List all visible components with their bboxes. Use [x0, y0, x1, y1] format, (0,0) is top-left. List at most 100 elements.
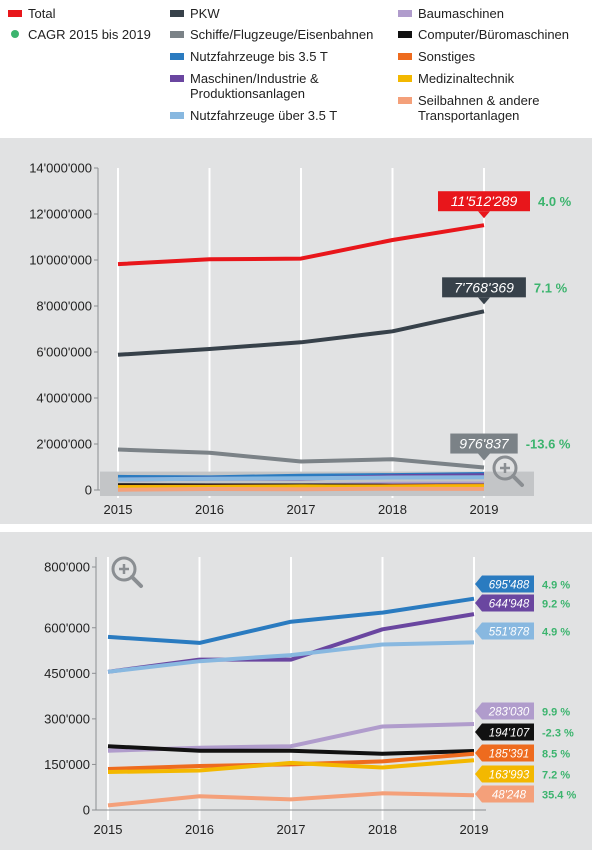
- cagr-label: 35.4 %: [542, 790, 576, 802]
- cagr-label: 4.0 %: [538, 194, 572, 209]
- y-tick-label: 0: [83, 803, 90, 818]
- legend-swatch: [398, 75, 412, 82]
- end-callout-total: 11'512'289 4.0 %: [438, 191, 572, 219]
- end-value-label: 283'030: [488, 707, 530, 719]
- end-value-label: 695'488: [489, 580, 530, 592]
- line-chart-overview: 0 2'000'000 4'000'000 6'000'000 8'000'000 10'…: [29, 161, 572, 518]
- tag-shape: [475, 723, 534, 741]
- tag-shape: [475, 744, 534, 762]
- legend-swatch: [170, 10, 184, 17]
- series-line-computer-b-romaschinen: [107, 744, 475, 756]
- x-tick-label: 2018: [378, 502, 407, 517]
- end-value-label: 551'878: [489, 627, 530, 639]
- tag-shape: [475, 702, 534, 720]
- magnifier-lens: [492, 455, 518, 481]
- end-value-label: 48'248: [492, 790, 527, 802]
- callout-box: [450, 433, 518, 454]
- cagr-label: -2.3 %: [542, 728, 574, 740]
- legend-swatch: [170, 112, 184, 119]
- y-tick-label: 150'000: [44, 757, 90, 772]
- legend-swatch: [170, 75, 184, 82]
- end-tag-nutzfahrzeuge-ber-3-5-t: 551'878 4.9 %: [475, 622, 570, 640]
- y-tick-label: 600'000: [44, 620, 90, 635]
- callout-pointer: [478, 297, 490, 305]
- zoom-in-icon: [492, 455, 524, 487]
- x-tick-label: 2016: [185, 822, 214, 837]
- y-tick-label: 8'000'000: [36, 299, 92, 314]
- cagr-label: 7.2 %: [542, 770, 570, 782]
- line-chart-detail: 0 150'000 300'000 450'000 600'000 800'000 2015…: [44, 556, 576, 837]
- y-tick-label: 10'000'000: [29, 253, 92, 268]
- legend-swatch: [398, 53, 412, 60]
- tag-shape: [475, 765, 534, 783]
- series-line-nutzfahrzeuge-ber-3-5-t: [117, 475, 485, 482]
- y-tick-label: 450'000: [44, 666, 90, 681]
- y-tick-label: 12'000'000: [29, 207, 92, 222]
- series-line-nutzfahrzeuge-bis-3-5-t: [107, 596, 475, 645]
- y-tick-label: 300'000: [44, 711, 90, 726]
- series-line-schiffe-flugzeuge-eisenbahnen: [117, 447, 485, 470]
- legend-swatch: [8, 10, 22, 17]
- tag-shape: [475, 785, 534, 803]
- magnifier-lens: [111, 556, 137, 582]
- y-tick-label: 4'000'000: [36, 391, 92, 406]
- y-tick-label: 14'000'000: [29, 161, 92, 176]
- x-tick-label: 2017: [277, 822, 306, 837]
- legend-swatch: [398, 31, 412, 38]
- y-tick-label: 2'000'000: [36, 437, 92, 452]
- end-tag-baumaschinen: 283'030 9.9 %: [475, 702, 570, 720]
- x-tick-label: 2017: [287, 502, 316, 517]
- end-tag-medizinaltechnik: 163'993 7.2 %: [475, 765, 570, 783]
- magnifier-handle: [511, 474, 524, 487]
- end-callout-schiffe-flugzeuge-eisenbahnen: 976'837 -13.6 %: [450, 433, 571, 461]
- x-tick-label: 2015: [104, 502, 133, 517]
- series-line-medizinaltechnik: [117, 484, 485, 490]
- cagr-label: 4.9 %: [542, 627, 570, 639]
- series-line-pkw: [117, 309, 485, 357]
- series-line-seilbahnen-andere-transportanlagen: [107, 791, 475, 808]
- y-tick-label: 0: [85, 483, 92, 498]
- end-tag-seilbahnen-andere-transportanlagen: 48'248 35.4 %: [475, 785, 576, 803]
- cagr-label: 9.9 %: [542, 707, 570, 719]
- x-tick-label: 2019: [470, 502, 499, 517]
- legend-swatch: [398, 97, 412, 104]
- callout-pointer: [478, 211, 490, 219]
- end-tag-sonstiges: 185'391 8.5 %: [475, 744, 570, 762]
- x-tick-label: 2019: [460, 822, 489, 837]
- end-value-label: 976'837: [459, 436, 510, 452]
- callout-pointer: [478, 453, 490, 461]
- chart-panel-detail: 0 150'000 300'000 450'000 600'000 800'000 2015…: [0, 532, 592, 850]
- end-tag-computer-b-romaschinen: 194'107 -2.3 %: [475, 723, 574, 741]
- zoom-in-icon: [111, 556, 143, 588]
- callout-box: [442, 277, 526, 298]
- end-value-label: 644'948: [489, 599, 530, 611]
- y-tick-label: 800'000: [44, 560, 90, 575]
- chart-panel-overview: 0 2'000'000 4'000'000 6'000'000 8'000'000 10'…: [0, 138, 592, 524]
- y-tick-label: 6'000'000: [36, 345, 92, 360]
- series-line-seilbahnen-andere-transportanlagen: [117, 486, 485, 492]
- legend-swatch: [170, 31, 184, 38]
- x-tick-label: 2015: [94, 822, 123, 837]
- tag-shape: [475, 622, 534, 640]
- cagr-label: -13.6 %: [526, 437, 571, 452]
- end-value-label: 11'512'289: [451, 193, 518, 209]
- series-line-medizinaltechnik: [107, 758, 475, 774]
- end-callout-pkw: 7'768'369 7.1 %: [442, 277, 568, 305]
- end-tag-maschinen-industrie-produktionsanlagen: 644'948 9.2 %: [475, 594, 570, 612]
- tag-shape: [475, 575, 534, 593]
- x-tick-label: 2016: [195, 502, 224, 517]
- x-tick-label: 2018: [368, 822, 397, 837]
- legend-swatch: [170, 53, 184, 60]
- end-value-label: 7'768'369: [454, 279, 514, 295]
- magnifier-handle: [130, 575, 143, 588]
- legend: Total CAGR 2015 bis 2019 PKW Schiffe/Flu…: [0, 0, 592, 138]
- legend-swatch: [398, 10, 412, 17]
- cagr-label: 9.2 %: [542, 599, 570, 611]
- end-value-label: 185'391: [489, 749, 530, 761]
- tag-shape: [475, 594, 534, 612]
- series-line-total: [117, 223, 485, 267]
- legend-dot: [11, 30, 19, 38]
- cagr-label: 8.5 %: [542, 749, 570, 761]
- callout-box: [438, 191, 530, 212]
- series-line-nutzfahrzeuge-ber-3-5-t: [107, 640, 475, 674]
